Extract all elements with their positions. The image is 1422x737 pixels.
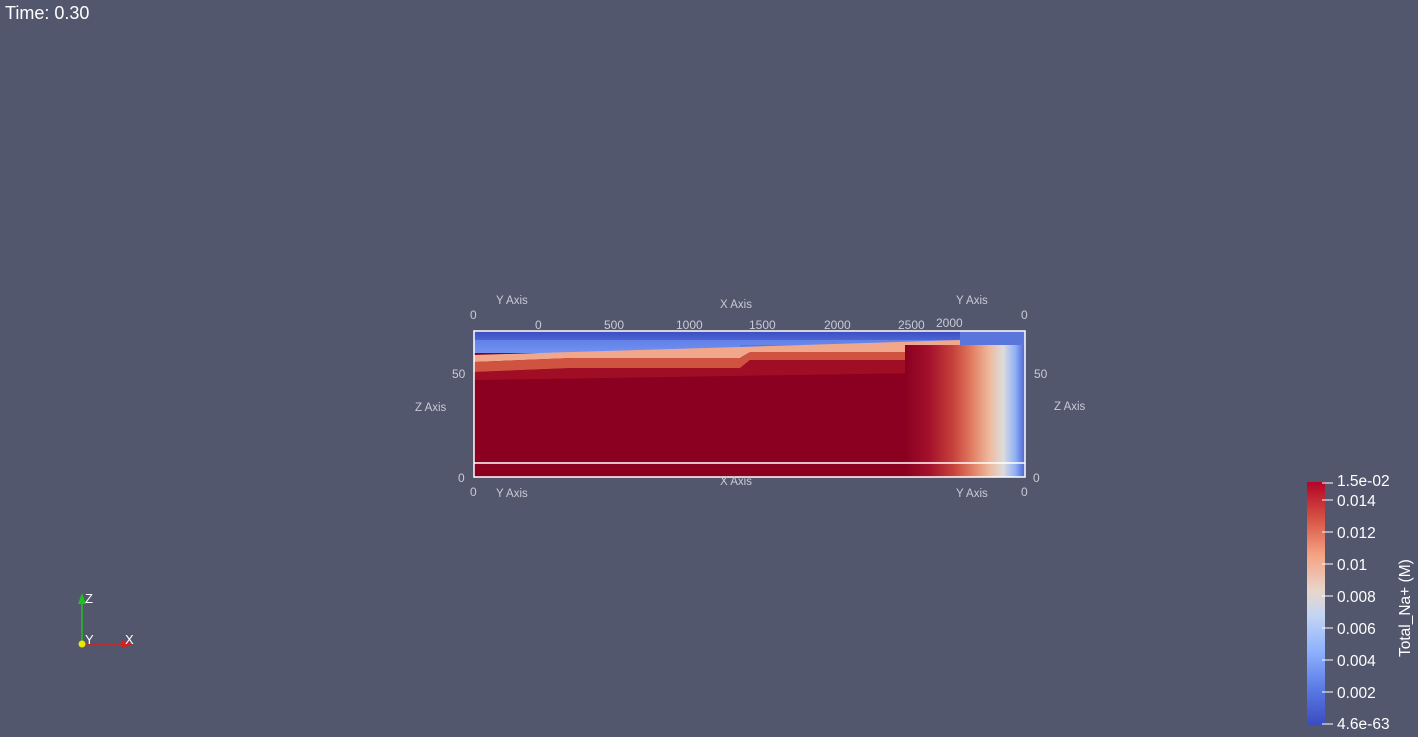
colorbar-tick-0-008: 0.008 <box>1337 589 1376 606</box>
colorbar-min-label: 4.6e-63 <box>1337 716 1390 733</box>
colorbar-max-label: 1.5e-02 <box>1337 473 1390 490</box>
corner-zero-top-left: 0 <box>470 308 477 322</box>
x-tick-2500: 2500 <box>898 318 925 332</box>
y-axis-title-bottom-right: Y Axis <box>956 488 988 500</box>
y-tick-2000: 2000 <box>936 316 963 330</box>
x-axis-title-top: X Axis <box>720 299 752 311</box>
corner-zero-bottom-left: 0 <box>470 485 477 499</box>
x-axis-title-bottom: X Axis <box>720 476 752 488</box>
z-axis-title-left: Z Axis <box>415 402 447 414</box>
z-tick-0-right: 0 <box>1033 471 1040 485</box>
colorbar-title: Total_Na+ (M) <box>1397 559 1414 657</box>
x-tick-0: 0 <box>535 318 542 332</box>
triad-z-label: Z <box>85 591 93 606</box>
z-axis-title-right: Z Axis <box>1054 401 1086 413</box>
x-tick-2000: 2000 <box>824 318 851 332</box>
colorbar-tick-0-002: 0.002 <box>1337 685 1376 702</box>
x-tick-1500: 1500 <box>749 318 776 332</box>
scalar-colorbar[interactable]: 1.5e-02 0.014 0.012 0.01 0.008 0.006 0.0… <box>1307 473 1414 733</box>
dataset-slice[interactable] <box>474 331 1025 477</box>
viewport-border <box>1418 0 1422 737</box>
y-axis-title-top-left: Y Axis <box>496 295 528 307</box>
x-tick-500: 500 <box>604 318 624 332</box>
z-tick-50-left: 50 <box>452 367 466 381</box>
z-tick-50-right: 50 <box>1034 367 1048 381</box>
field-right-blue-top <box>960 331 1025 345</box>
z-tick-0-left: 0 <box>458 471 465 485</box>
colorbar-tick-0-01: 0.01 <box>1337 557 1367 574</box>
colorbar-gradient <box>1307 482 1325 725</box>
triad-x-label: X <box>125 632 134 647</box>
y-axis-title-bottom-left: Y Axis <box>496 488 528 500</box>
corner-zero-bottom-right: 0 <box>1021 485 1028 499</box>
colorbar-tick-0-012: 0.012 <box>1337 525 1376 542</box>
y-axis-title-top-right: Y Axis <box>956 295 988 307</box>
field-right-fade <box>905 345 1025 477</box>
colorbar-tick-0-014: 0.014 <box>1337 493 1376 510</box>
colorbar-tick-0-004: 0.004 <box>1337 653 1376 670</box>
corner-zero-top-right: 0 <box>1021 308 1028 322</box>
colorbar-tick-0-006: 0.006 <box>1337 621 1376 638</box>
triad-y-label: Y <box>85 632 94 647</box>
x-tick-1000: 1000 <box>676 318 703 332</box>
orientation-axes-triad: X Y Z <box>78 591 134 648</box>
